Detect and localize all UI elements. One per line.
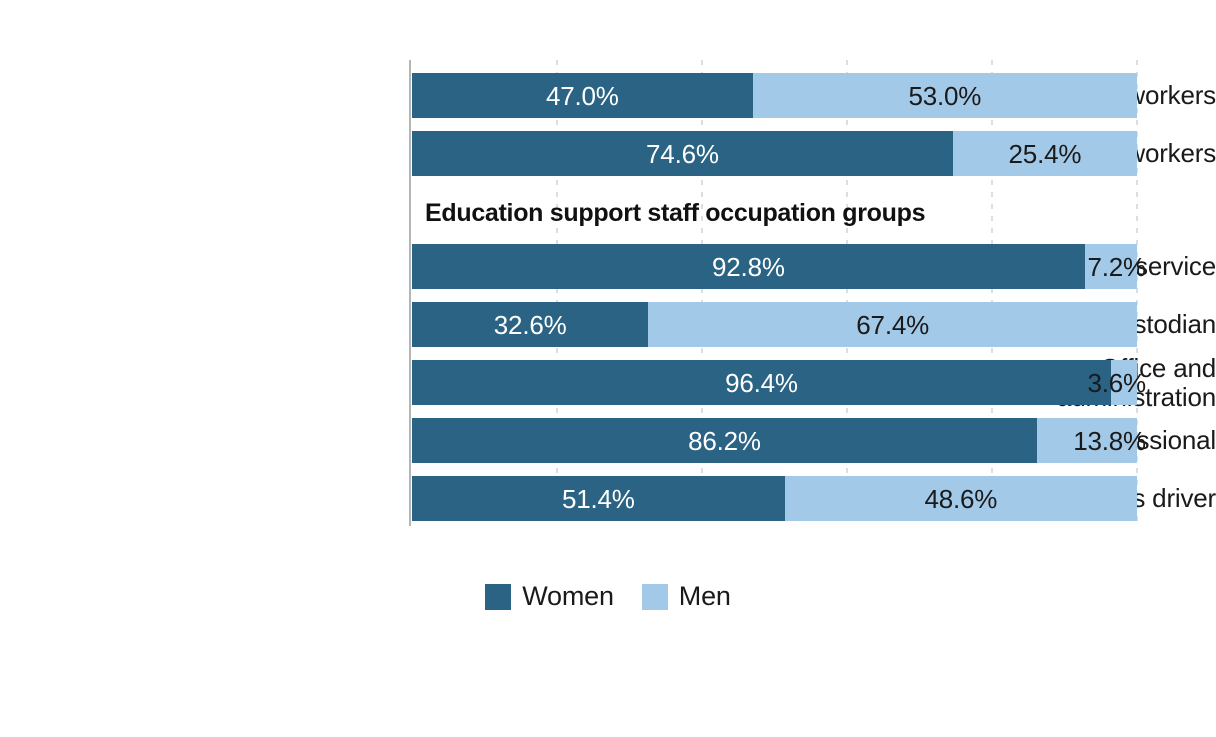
bar-value-label-women: 74.6% xyxy=(646,138,719,169)
bar-segment-men[interactable]: 53.0% xyxy=(752,73,1137,118)
gridline-60pct xyxy=(846,60,848,526)
bar-value-label-men: 13.8% xyxy=(1073,425,1146,456)
gridline-40pct xyxy=(701,60,703,526)
bar-value-label-women: 86.2% xyxy=(688,425,761,456)
bar-row: 92.8% 7.2% xyxy=(412,244,1146,289)
bar-segment-men[interactable]: 67.4% xyxy=(648,302,1137,347)
bar-segment-women[interactable]: 74.6% xyxy=(412,131,953,176)
bar-segment-women[interactable]: 47.0% xyxy=(412,73,753,118)
legend-item-men[interactable]: Men xyxy=(641,581,731,611)
bar-value-label-women: 32.6% xyxy=(493,309,567,340)
bar-segment-men[interactable]: 25.4% xyxy=(952,131,1137,176)
bar-segment-women[interactable]: 32.6% xyxy=(412,302,649,347)
bar-value-label-men: 48.6% xyxy=(924,483,998,514)
bar-value-label-men: 53.0% xyxy=(908,80,982,111)
bar-segment-men[interactable]: 48.6% xyxy=(784,476,1137,521)
bar-value-label-men: 67.4% xyxy=(856,309,930,340)
bar-row: 51.4% 48.6% xyxy=(412,476,1137,521)
bar-segment-men[interactable]: 3.6% xyxy=(1088,360,1146,405)
y-axis-line xyxy=(409,60,411,526)
gridline-100pct xyxy=(1136,60,1138,526)
legend-swatch-women-icon xyxy=(485,583,512,610)
gridline-80pct xyxy=(991,60,993,526)
chart-legend: Women Men xyxy=(0,583,1216,610)
gridline-20pct xyxy=(556,60,558,526)
bar-row: 96.4% 3.6% xyxy=(412,360,1146,405)
bar-segment-men[interactable]: 13.8% xyxy=(1036,418,1146,463)
bar-segment-men[interactable]: 7.2% xyxy=(1084,244,1146,289)
bar-value-label-men: 7.2% xyxy=(1087,251,1147,282)
bar-value-label-women: 92.8% xyxy=(712,251,785,282)
bar-row: 86.2% 13.8% xyxy=(412,418,1146,463)
bar-row: 47.0% 53.0% xyxy=(412,73,1137,118)
bar-segment-women[interactable]: 86.2% xyxy=(412,418,1037,463)
legend-swatch-men-icon xyxy=(641,583,668,610)
bar-segment-women[interactable]: 92.8% xyxy=(412,244,1085,289)
bar-segment-women[interactable]: 51.4% xyxy=(412,476,785,521)
bar-value-label-men: 25.4% xyxy=(1008,138,1082,169)
bar-value-label-women: 51.4% xyxy=(561,483,635,514)
bar-value-label-women: 96.4% xyxy=(725,367,798,398)
group-heading: Education support staff occupation group… xyxy=(425,199,926,227)
bar-row: 32.6% 67.4% xyxy=(412,302,1137,347)
bar-row: 74.6% 25.4% xyxy=(412,131,1137,176)
bar-segment-women[interactable]: 96.4% xyxy=(412,360,1111,405)
legend-label-women: Women xyxy=(522,581,614,611)
legend-label-men: Men xyxy=(678,581,731,611)
legend-item-women[interactable]: Women xyxy=(485,583,614,610)
bar-value-label-women: 47.0% xyxy=(546,80,619,111)
bar-value-label-men: 3.6% xyxy=(1087,367,1147,398)
